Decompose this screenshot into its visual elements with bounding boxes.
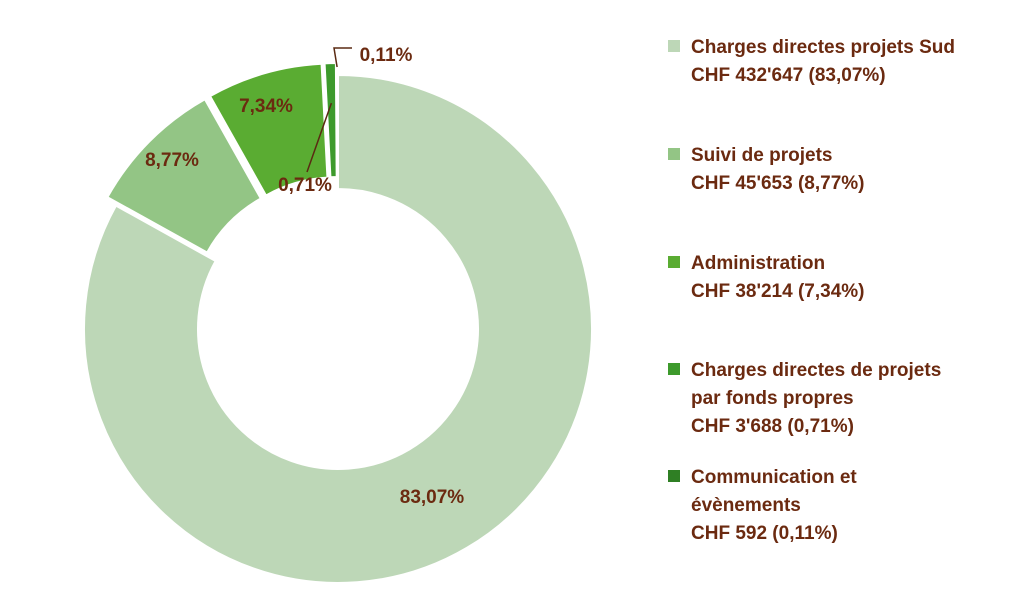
data-label-0-11-: 0,11% [360,45,413,66]
legend-swatch [668,148,680,160]
legend-label: Suivi de projets CHF 45'653 (8,77%) [691,145,865,194]
legend-label: Administration CHF 38'214 (7,34%) [691,253,865,302]
slice-0-11- [335,62,339,179]
legend-label: Communication et évènements CHF 592 (0,1… [691,467,857,544]
legend-swatch [668,470,680,482]
slice-8-77- [106,97,263,254]
leader-line-0-11- [333,47,352,68]
data-label-8-77-: 8,77% [145,150,199,171]
leader-line-0-71- [306,102,333,173]
legend-swatch [668,363,680,375]
data-label-83-07-: 83,07% [400,487,465,508]
slice-83-07- [83,73,593,584]
legend-label: Charges directes de projets par fonds pr… [691,360,942,437]
donut-chart: 83,07% 8,77% 7,34% 0,71% 0,11% [83,45,593,584]
legend-swatch [668,256,680,268]
data-label-7-34-: 7,34% [239,96,293,117]
legend-swatch [668,40,680,52]
data-label-0-71-: 0,71% [278,175,332,196]
slice-7-34- [208,62,329,197]
legend-label: Charges directes projets Sud CHF 432'647… [691,37,955,86]
